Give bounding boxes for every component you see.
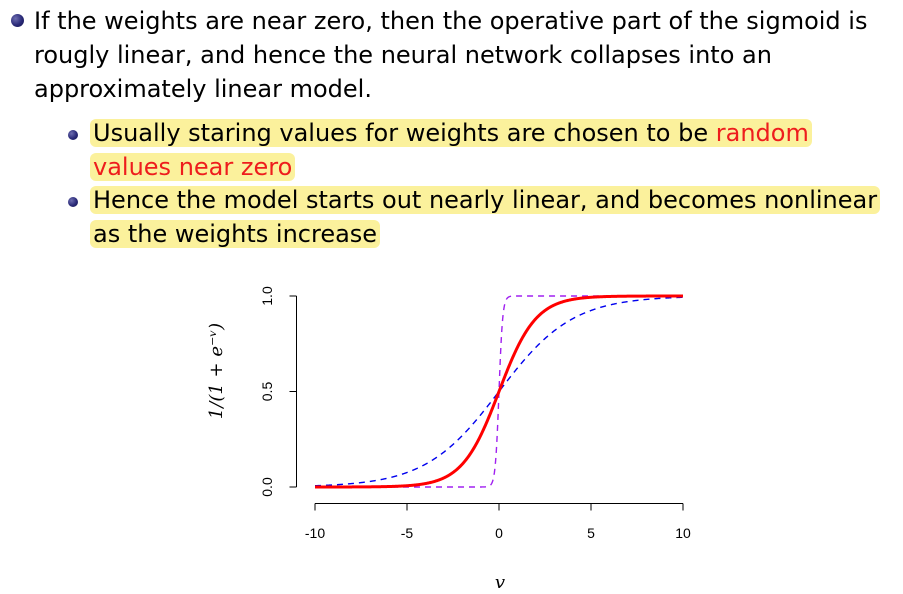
x-tick-label: -10 [305, 525, 325, 541]
bullet-icon [68, 197, 78, 207]
y-tick-label: 0.0 [259, 477, 275, 497]
y-tick-label: 1.0 [259, 286, 275, 306]
bullet-icon [68, 130, 78, 140]
x-axis-label: v [495, 572, 505, 593]
sub-bullet-1-emphasis: random values near zero [93, 119, 809, 181]
x-tick-label: 10 [675, 525, 691, 541]
bullet-1-text: If the weights are near zero, then the o… [34, 7, 868, 103]
x-tick-label: -5 [401, 525, 414, 541]
x-tick-label: 5 [587, 525, 595, 541]
y-tick-label: 0.5 [259, 382, 275, 402]
sub-bullet-1-text: Usually staring values for weights are c… [93, 119, 716, 147]
sub-bullet-2-text: Hence the model starts out nearly linear… [93, 186, 878, 248]
x-tick-label: 0 [495, 525, 503, 541]
y-axis-label: 1/(1 + e⁻ᵛ) [206, 323, 227, 419]
bullet-icon [11, 14, 24, 27]
sigmoid-curve-solid [313, 294, 685, 489]
sub-bullet-2: Hence the model starts out nearly linear… [90, 183, 890, 251]
sub-bullet-1: Usually staring values for weights are c… [90, 116, 880, 184]
